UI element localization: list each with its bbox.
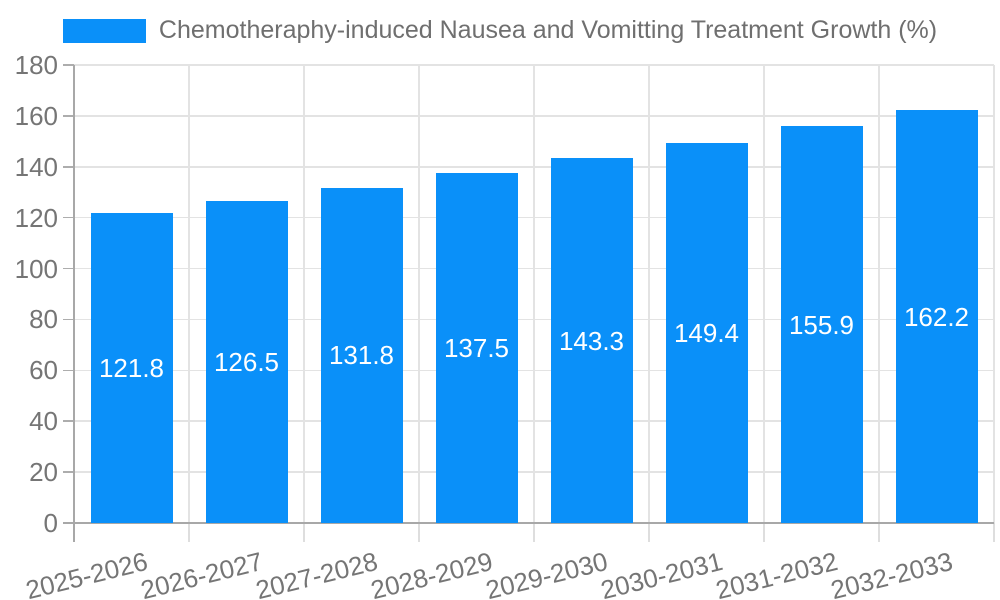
gridline <box>303 65 305 523</box>
y-axis-tick <box>63 64 74 66</box>
x-axis-tick-label: 2027-2028 <box>252 546 381 600</box>
x-axis-tick <box>648 523 650 542</box>
bar[interactable] <box>550 158 633 523</box>
y-axis-tick-label: 160 <box>14 100 58 131</box>
gridline <box>878 65 880 523</box>
y-axis-tick-label: 180 <box>14 50 58 80</box>
y-axis-tick <box>63 166 74 168</box>
y-axis-tick-label: 40 <box>29 406 58 437</box>
y-axis-tick <box>63 216 74 219</box>
y-axis-tick <box>63 369 74 372</box>
bar[interactable] <box>205 201 288 523</box>
x-axis-tick-label: 2025-2026 <box>22 546 151 600</box>
gridline <box>74 64 994 66</box>
bar[interactable] <box>895 110 978 523</box>
y-axis-tick-label: 0 <box>43 508 58 538</box>
legend-swatch[interactable] <box>62 18 146 43</box>
y-axis-tick <box>63 115 74 117</box>
x-axis-tick <box>418 523 420 542</box>
y-axis-tick-label: 100 <box>14 253 58 284</box>
x-axis-tick <box>878 523 880 542</box>
bar[interactable] <box>90 213 173 523</box>
bar[interactable] <box>435 173 518 523</box>
bar[interactable] <box>320 187 403 523</box>
x-axis-tick <box>188 523 190 542</box>
y-axis-tick <box>63 471 74 473</box>
y-axis-tick <box>63 318 74 321</box>
x-axis-tick <box>763 523 765 542</box>
gridline <box>648 65 650 523</box>
y-axis-tick <box>63 420 74 422</box>
y-axis-tick-label: 80 <box>29 304 58 335</box>
x-axis-tick-label: 2028-2029 <box>367 546 496 600</box>
x-axis-tick <box>303 523 305 542</box>
x-axis-tick-label: 2031-2032 <box>712 546 841 600</box>
bar[interactable] <box>665 142 748 523</box>
x-axis-tick <box>993 523 995 542</box>
x-axis-tick <box>533 523 535 542</box>
gridline <box>188 65 190 523</box>
plot-area: 121.8 126.5 131.8 137.5 143.3 149.4 155.9 162.2 <box>63 64 995 542</box>
bar[interactable] <box>780 126 863 523</box>
y-axis-tick <box>63 267 74 270</box>
y-axis-tick-label: 20 <box>29 457 58 488</box>
y-axis-line <box>73 65 75 523</box>
chart-legend[interactable]: Chemotheraphy-induced Nausea and Vomitti… <box>0 16 1000 45</box>
x-axis-tick-label: 2026-2027 <box>137 546 266 600</box>
x-axis-tick-label: 2029-2030 <box>482 546 611 600</box>
gridline <box>418 65 420 523</box>
chart-title: Chemotheraphy-induced Nausea and Vomitti… <box>158 16 938 44</box>
y-axis-tick-label: 120 <box>14 202 58 233</box>
x-axis-tick-label: 2030-2031 <box>597 546 726 600</box>
y-axis-tick-label: 60 <box>29 355 58 386</box>
y-axis-tick <box>63 522 74 524</box>
gridline <box>993 65 995 523</box>
gridline <box>74 115 994 117</box>
x-axis-tick <box>73 523 75 542</box>
gridline <box>763 65 765 523</box>
y-axis-tick-label: 140 <box>14 151 58 182</box>
x-axis-tick-label: 2032-2033 <box>827 546 956 600</box>
gridline <box>533 65 535 523</box>
